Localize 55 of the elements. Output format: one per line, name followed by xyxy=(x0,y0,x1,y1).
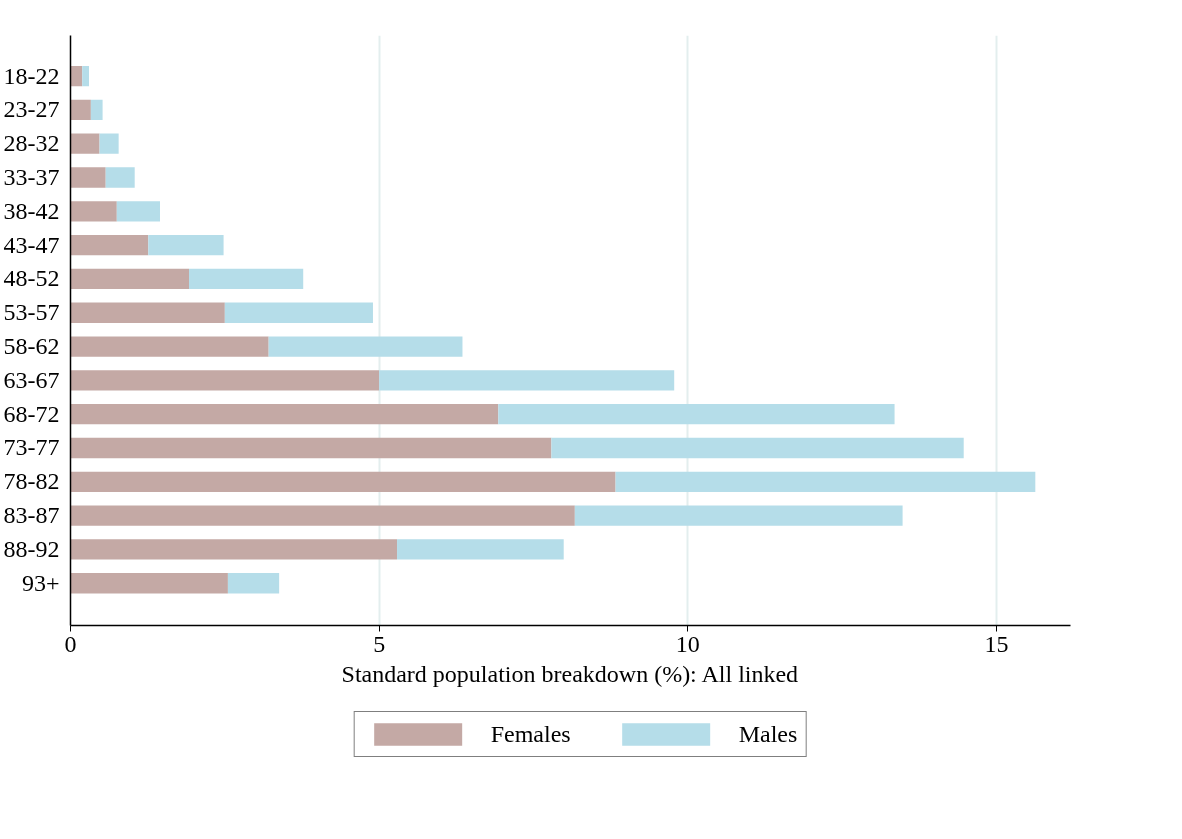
x-axis-title: Standard population breakdown (%): All linked xyxy=(341,660,799,687)
bar xyxy=(397,539,564,560)
bar xyxy=(224,302,373,323)
legend-label: Females xyxy=(490,720,571,748)
y-tick-label: 48-52 xyxy=(3,265,60,292)
bar xyxy=(70,167,106,188)
y-tick-label: 63-67 xyxy=(3,366,60,393)
bar xyxy=(82,65,90,87)
bar xyxy=(70,65,83,87)
bar xyxy=(90,99,103,121)
bar xyxy=(70,370,380,391)
y-tick-label: 68-72 xyxy=(3,400,60,427)
y-tick-label: 58-62 xyxy=(3,333,60,360)
bar xyxy=(99,133,119,154)
bar xyxy=(70,505,575,526)
bar xyxy=(70,336,269,357)
x-tick-label: 5 xyxy=(373,630,386,657)
y-tick-label: 88-92 xyxy=(3,535,60,562)
x-tick-label: 0 xyxy=(64,630,77,657)
y-tick-label: 83-87 xyxy=(3,502,60,529)
bar xyxy=(189,268,304,290)
bar xyxy=(70,437,552,459)
bar xyxy=(116,201,161,222)
y-tick-label: 73-77 xyxy=(3,434,60,461)
bar xyxy=(615,471,1036,492)
y-tick-label: 53-57 xyxy=(3,299,60,326)
bar xyxy=(227,573,280,594)
bar xyxy=(148,234,224,256)
y-tick-label: 43-47 xyxy=(3,231,60,258)
y-tick-label: 33-37 xyxy=(3,164,60,191)
legend-label: Males xyxy=(738,720,798,748)
bar xyxy=(70,573,228,594)
bar xyxy=(70,302,225,323)
bar xyxy=(70,201,117,222)
bar xyxy=(105,167,135,188)
bar xyxy=(268,336,463,357)
bar xyxy=(70,99,91,121)
bar xyxy=(70,471,616,492)
bar xyxy=(70,539,398,560)
bar xyxy=(551,437,964,459)
bar xyxy=(498,404,895,425)
y-tick-label: 78-82 xyxy=(3,468,60,495)
bar xyxy=(574,505,903,526)
bar xyxy=(70,404,499,425)
y-tick-label: 93+ xyxy=(21,569,60,596)
y-tick-label: 23-27 xyxy=(3,96,60,123)
bar xyxy=(70,133,100,154)
y-tick-label: 18-22 xyxy=(3,62,60,89)
bar xyxy=(379,370,675,391)
x-tick-label: 15 xyxy=(984,630,1009,657)
y-tick-label: 28-32 xyxy=(3,130,60,157)
y-tick-label: 38-42 xyxy=(3,197,60,224)
bar xyxy=(70,234,149,256)
x-tick-label: 10 xyxy=(675,630,700,657)
bar xyxy=(70,268,190,290)
